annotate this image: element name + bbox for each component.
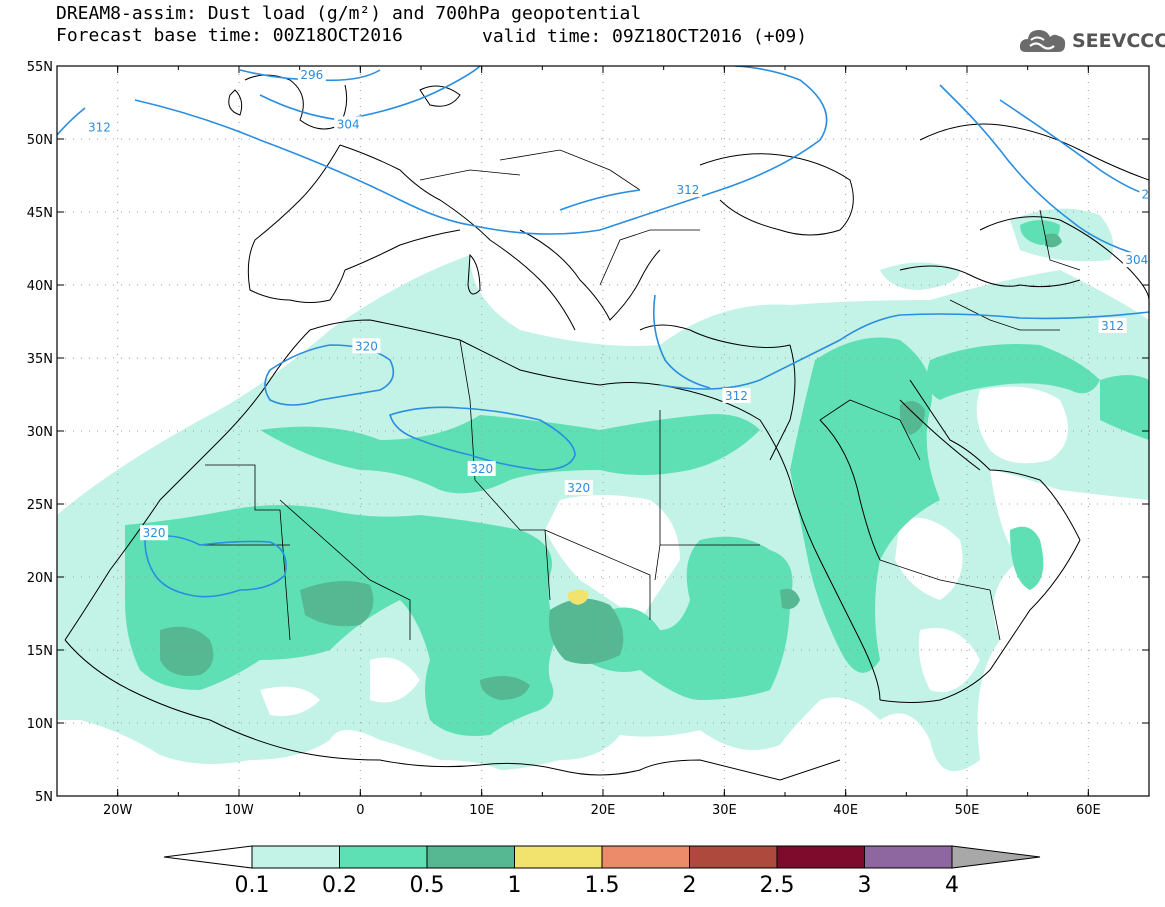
lon-tick-label: 10E [469,803,494,818]
colorbar-segment [601,845,690,869]
contour-label: 320 [355,339,378,353]
colorbar-under-triangle [163,845,253,869]
contour-label: 296 [300,68,323,82]
contour-label-bg [140,525,169,541]
colorbar-label: 2.5 [760,873,795,898]
contour-label-bg [85,119,114,135]
contour-label: 320 [470,462,493,476]
colorbar-segment [864,845,953,869]
map-title: DREAM8-assim: Dust load (g/m²) and 700hP… [56,3,642,24]
lat-tick-label: 20N [27,571,53,586]
colorbar-label: 3 [858,873,872,898]
dust-level-1 [567,589,589,605]
forecast-base-time: Forecast base time: 00Z18OCT2016 [56,25,403,46]
colorbar-label: 2 [683,873,697,898]
contour-labels: 296 304 312 312 312 312 304 2 320 320 320 320 [85,66,1152,541]
seevccc-logo: SEEVCCC [1018,24,1165,58]
colorbar-segment [251,845,340,869]
valid-time: valid time: 09Z18OCT2016 (+09) [482,26,808,47]
lon-tick-label: 30E [712,803,737,818]
contour-label-bg [467,460,496,476]
lon-tick-label: 20W [103,803,133,818]
contour-label: 320 [567,481,590,495]
lat-tick-label: 15N [27,644,53,659]
contour-label: 312 [88,120,111,134]
contour-label: 312 [725,389,748,403]
lat-tick-label: 25N [27,498,53,513]
cloud-icon [1019,30,1066,52]
dust-level-0.2 [125,220,1149,736]
colorbar-segment [426,845,515,869]
colorbar-label: 0.5 [410,873,445,898]
lon-tick-label: 10W [224,803,254,818]
lat-tick-label: 40N [27,279,53,294]
colorbar-label: 1 [508,873,522,898]
contour-label-bg [297,66,326,82]
lat-tick-label: 10N [27,717,53,732]
contour-label-bg [1122,252,1151,268]
colorbar-over-triangle [951,845,1041,869]
axis-ticks [56,65,1150,797]
contour-label: 304 [1125,253,1148,267]
contour-label-bg [352,338,381,354]
lon-tick-label: 20E [591,803,616,818]
contour-label: 312 [1101,319,1124,333]
lat-tick-label: 50N [27,133,53,148]
colorbar: 0.1 0.2 0.5 1 1.5 2 2.5 3 4 [163,845,1041,898]
lon-tick-label: 60E [1076,803,1101,818]
contour-label-bg [1098,317,1127,333]
lat-tick-label: 5N [35,790,53,805]
country-borders [200,149,1081,641]
contour-label-bg [334,116,363,132]
contour-label-bg [722,387,751,403]
dust-level-0.1 [57,208,1149,772]
geopotential-contours [57,66,1149,598]
colorbar-label: 4 [945,873,959,898]
contour-label: 304 [337,117,360,131]
colorbar-label: 1.5 [585,873,620,898]
colorbar-segment [776,845,865,869]
contour-label-bg [673,182,702,198]
colorbar-label: 0.2 [322,873,357,898]
dust-shading [57,208,1149,772]
colorbar-label: 0.1 [235,873,270,898]
lat-tick-label: 55N [27,60,53,75]
lon-tick-label: 50E [955,803,980,818]
dust-clear-areas [260,386,1068,716]
contour-label: 320 [143,526,166,540]
axis-labels: 20W 10W 0 10E 20E 30E 40E 50E 60E 55N 50N 45N 40N 35N… [27,60,1101,818]
lon-tick-label: 40E [833,803,858,818]
lat-tick-label: 35N [27,352,53,367]
lat-tick-label: 30N [27,425,53,440]
contour-label-bg [564,479,593,495]
colorbar-segment [339,845,428,869]
colorbar-segment [689,845,778,869]
lon-tick-label: 0 [356,803,364,818]
contour-label: 312 [676,183,699,197]
lat-lon-grid [57,66,1149,796]
contour-label-bg [1139,186,1152,202]
colorbar-segment [514,845,603,869]
dust-level-0.5 [160,233,1062,700]
contour-label: 2 [1142,187,1150,201]
logo-text: SEEVCCC [1072,30,1165,52]
lat-tick-label: 45N [27,206,53,221]
